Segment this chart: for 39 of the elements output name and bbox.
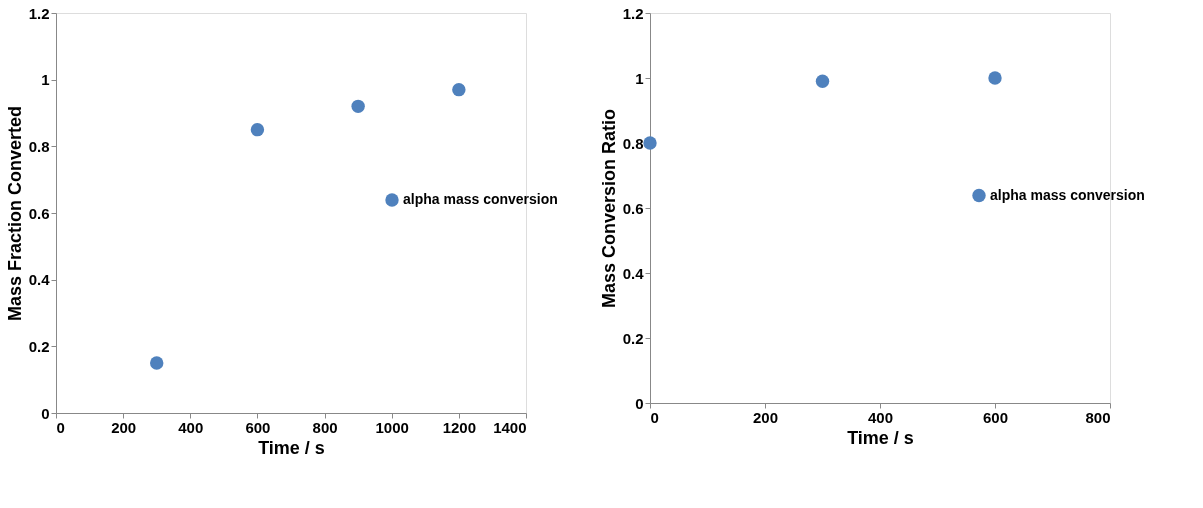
point bbox=[250, 122, 265, 137]
point bbox=[351, 99, 365, 114]
legend-label: alpha mass conversion bbox=[403, 191, 558, 207]
point bbox=[452, 82, 466, 97]
y-tick-label: 0.4 bbox=[28, 271, 51, 289]
x-axis-title: Time / s bbox=[258, 437, 325, 458]
point bbox=[815, 74, 830, 88]
y-axis-title: Mass Fraction Converted bbox=[4, 105, 25, 322]
x-tick-label: 0 bbox=[56, 418, 65, 436]
y-tick-label: 0.6 bbox=[622, 199, 644, 217]
y-axis-title: Mass Conversion Ratio bbox=[598, 108, 619, 309]
y-tick-label: 1 bbox=[41, 71, 50, 89]
x-tick-label: 400 bbox=[178, 418, 204, 436]
x-tick-label: 1400 bbox=[493, 418, 527, 436]
x-tick-label: 200 bbox=[752, 408, 779, 426]
x-tick-label: 1000 bbox=[375, 418, 409, 436]
x-tick-label: 600 bbox=[982, 408, 1009, 426]
x-tick-label: 1200 bbox=[442, 418, 477, 436]
y-tick-label: 0 bbox=[635, 394, 644, 412]
y-tick-label: 0.4 bbox=[622, 264, 645, 282]
y-tick-label: 0.2 bbox=[622, 329, 644, 347]
x-tick-label: 800 bbox=[312, 418, 338, 436]
legend-label: alpha mass conversion bbox=[990, 186, 1145, 203]
x-tick-label: 0 bbox=[650, 408, 659, 426]
y-tick-label: 1.2 bbox=[622, 4, 644, 22]
point bbox=[643, 136, 657, 150]
point bbox=[988, 71, 1002, 85]
point bbox=[150, 356, 164, 370]
y-tick-label: 0.2 bbox=[28, 337, 50, 355]
y-tick-label: 0.8 bbox=[622, 134, 644, 152]
y-tick-label: 0.6 bbox=[28, 204, 50, 222]
x-tick-label: 400 bbox=[867, 408, 894, 426]
x-axis-title: Time / s bbox=[847, 427, 914, 448]
y-tick-label: 1.2 bbox=[28, 4, 50, 22]
y-tick-label: 1 bbox=[635, 69, 644, 87]
x-tick-label: 600 bbox=[245, 418, 271, 436]
y-tick-label: 0.8 bbox=[28, 137, 50, 155]
x-tick-label: 200 bbox=[111, 418, 137, 436]
x-tick-label: 800 bbox=[1085, 408, 1111, 426]
